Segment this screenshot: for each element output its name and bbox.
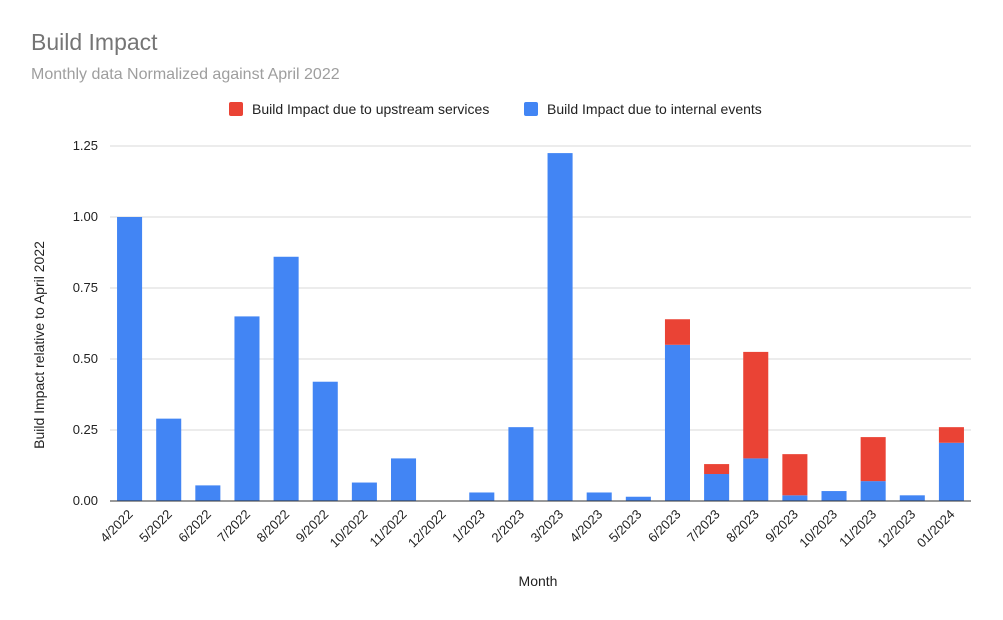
bar-internal-events: [782, 495, 808, 501]
legend-swatch-internal: [524, 102, 538, 116]
x-tick-label: 11/2023: [836, 507, 879, 550]
bar-internal-events: [390, 458, 417, 501]
bars: [117, 153, 964, 501]
bar-internal-events: [547, 153, 573, 501]
x-axis-title: Month: [519, 573, 558, 589]
x-tick-label: 10/2022: [327, 507, 371, 551]
y-axis-ticks: 0.00 0.25 0.50 0.75 1.00 1.25: [73, 138, 98, 508]
bar-internal-events: [586, 492, 612, 501]
bar-internal-events: [508, 427, 534, 501]
legend: Build Impact due to upstream services Bu…: [229, 101, 762, 117]
x-tick-label: 5/2023: [606, 507, 645, 546]
bar-internal-events: [899, 495, 925, 501]
bar-internal-events: [469, 492, 495, 501]
bar-internal-events: [821, 491, 847, 501]
legend-label-upstream: Build Impact due to upstream services: [252, 101, 489, 117]
x-tick-label: 6/2022: [175, 507, 214, 546]
bar-internal-events: [273, 256, 299, 501]
chart-title: Build Impact: [31, 29, 158, 55]
bar-internal-events: [704, 474, 730, 501]
x-tick-label: 01/2024: [914, 507, 958, 551]
chart-subtitle: Monthly data Normalized against April 20…: [31, 66, 340, 83]
bar-upstream-services: [782, 454, 808, 496]
y-tick-label: 0.50: [73, 351, 98, 366]
x-tick-label: 4/2023: [567, 507, 606, 546]
x-tick-label: 3/2023: [527, 507, 566, 546]
bar-internal-events: [351, 482, 377, 501]
x-tick-label: 6/2023: [645, 507, 684, 546]
x-tick-label: 5/2022: [136, 507, 175, 546]
bar-internal-events: [195, 485, 221, 501]
bar-internal-events: [156, 418, 182, 501]
legend-swatch-upstream: [229, 102, 243, 116]
x-axis-ticks: 4/2022 5/2022 6/2022 7/2022 8/2022 9/202210/2…: [97, 507, 958, 551]
x-tick-label: 1/2023: [449, 507, 488, 546]
x-tick-label: 9/2023: [762, 507, 801, 546]
x-tick-label: 12/2022: [405, 507, 449, 551]
y-tick-label: 1.25: [73, 138, 98, 153]
legend-label-internal: Build Impact due to internal events: [547, 101, 762, 117]
bar-upstream-services: [704, 464, 730, 475]
bar-internal-events: [664, 344, 691, 501]
bar-upstream-services: [664, 319, 691, 345]
x-tick-label: 9/2022: [293, 507, 332, 546]
x-tick-label: 7/2022: [214, 507, 253, 546]
x-tick-label: 10/2023: [796, 507, 840, 551]
bar-internal-events: [938, 442, 964, 501]
bar-upstream-services: [860, 437, 886, 482]
x-tick-label: 11/2022: [366, 507, 409, 550]
bar-internal-events: [625, 496, 651, 501]
bar-internal-events: [234, 316, 260, 501]
y-tick-label: 1.00: [73, 209, 98, 224]
x-tick-label: 8/2023: [723, 507, 762, 546]
y-tick-label: 0.25: [73, 422, 98, 437]
x-tick-label: 7/2023: [684, 507, 723, 546]
bar-internal-events: [117, 217, 143, 501]
y-tick-label: 0.75: [73, 280, 98, 295]
x-tick-label: 12/2023: [875, 507, 919, 551]
bar-upstream-services: [743, 351, 769, 459]
y-tick-label: 0.00: [73, 493, 98, 508]
bar-upstream-services: [938, 427, 964, 443]
x-tick-label: 4/2022: [97, 507, 136, 546]
bar-internal-events: [860, 481, 886, 501]
bar-internal-events: [312, 381, 338, 501]
y-axis-title: Build Impact relative to April 2022: [31, 241, 47, 449]
x-tick-label: 2/2023: [488, 507, 527, 546]
bar-internal-events: [743, 458, 769, 501]
x-tick-label: 8/2022: [254, 507, 293, 546]
